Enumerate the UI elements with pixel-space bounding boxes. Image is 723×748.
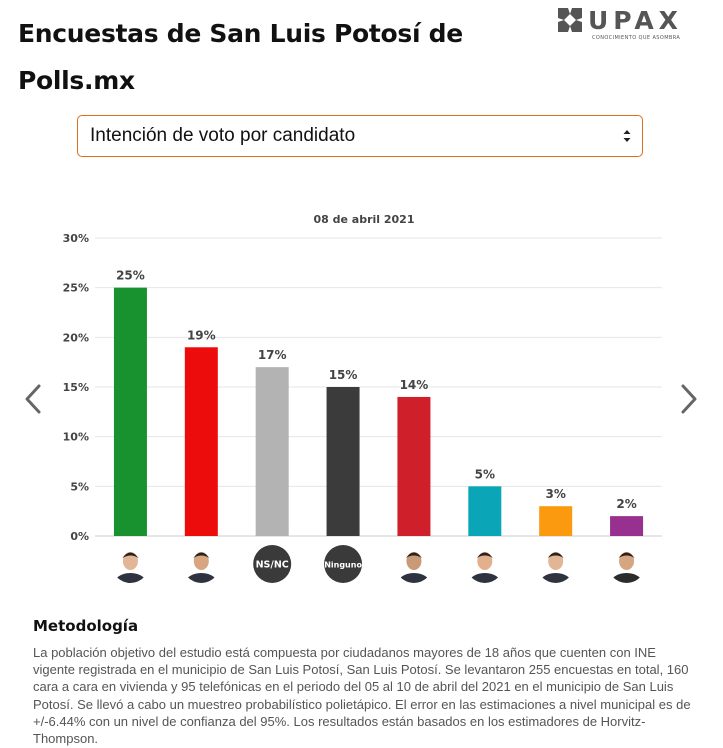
- upax-logo-tagline: CONOCIMIENTO QUE ASOMBRA: [592, 35, 681, 41]
- y-tick-label: 25%: [63, 282, 89, 295]
- y-tick-label: 0%: [70, 530, 89, 543]
- chart-type-select-value: Intención de voto por candidato: [90, 125, 356, 146]
- upax-logo: UPAX CONOCIMIENTO QUE ASOMBRA: [556, 6, 706, 46]
- upax-logo-text: UPAX: [588, 6, 683, 35]
- chevron-right-icon: [681, 384, 697, 414]
- chart-title: 08 de abril 2021: [313, 213, 414, 226]
- select-caret-icon: [623, 130, 631, 142]
- page-title: Encuestas de San Luis Potosí de Polls.mx: [18, 19, 463, 95]
- bar-value-label: 14%: [400, 378, 429, 392]
- candidate-photo: [111, 545, 150, 583]
- carousel-next-button[interactable]: [677, 382, 701, 416]
- category-badge: [253, 545, 292, 583]
- bar-value-label: 19%: [187, 328, 216, 342]
- bar-value-label: 15%: [329, 368, 358, 382]
- bar: [610, 516, 644, 536]
- methodology-heading: Metodología: [33, 617, 139, 635]
- y-tick-label: 30%: [63, 232, 89, 245]
- carousel-prev-button[interactable]: [21, 382, 45, 416]
- candidate-photo: [607, 545, 646, 583]
- bar-value-label: 5%: [475, 467, 495, 481]
- y-tick-label: 10%: [63, 431, 89, 444]
- candidate-photo: [394, 545, 433, 583]
- methodology-text: La población objetivo del estudio está c…: [33, 645, 691, 747]
- y-tick-label: 5%: [70, 480, 89, 493]
- chevron-left-icon: [25, 384, 41, 414]
- y-tick-label: 20%: [63, 331, 89, 344]
- vote-intention-bar-chart: 08 de abril 2021 0% 5% 10% 15% 20% 25% 30% 25%…: [63, 213, 662, 583]
- candidate-photo: [182, 545, 221, 583]
- bar: [184, 347, 218, 536]
- category-badge: [324, 545, 363, 583]
- candidate-photo: [536, 545, 575, 583]
- bar-value-label: 2%: [616, 497, 636, 511]
- chart-type-select[interactable]: Intención de voto por candidato: [77, 115, 643, 157]
- bar: [255, 367, 289, 536]
- bar: [326, 387, 360, 536]
- bar-value-label: 25%: [116, 269, 145, 283]
- candidate-photo: [465, 545, 504, 583]
- bar-value-label: 3%: [546, 487, 566, 501]
- upax-logo-mark-icon: [558, 8, 582, 32]
- bar-value-label: 17%: [258, 348, 287, 362]
- bar: [468, 486, 502, 536]
- category-label: NS/NC: [256, 560, 289, 571]
- bar: [397, 396, 431, 536]
- bar: [113, 287, 147, 536]
- bar: [539, 506, 573, 536]
- y-tick-label: 15%: [63, 381, 89, 394]
- category-label: Ninguno: [324, 561, 362, 570]
